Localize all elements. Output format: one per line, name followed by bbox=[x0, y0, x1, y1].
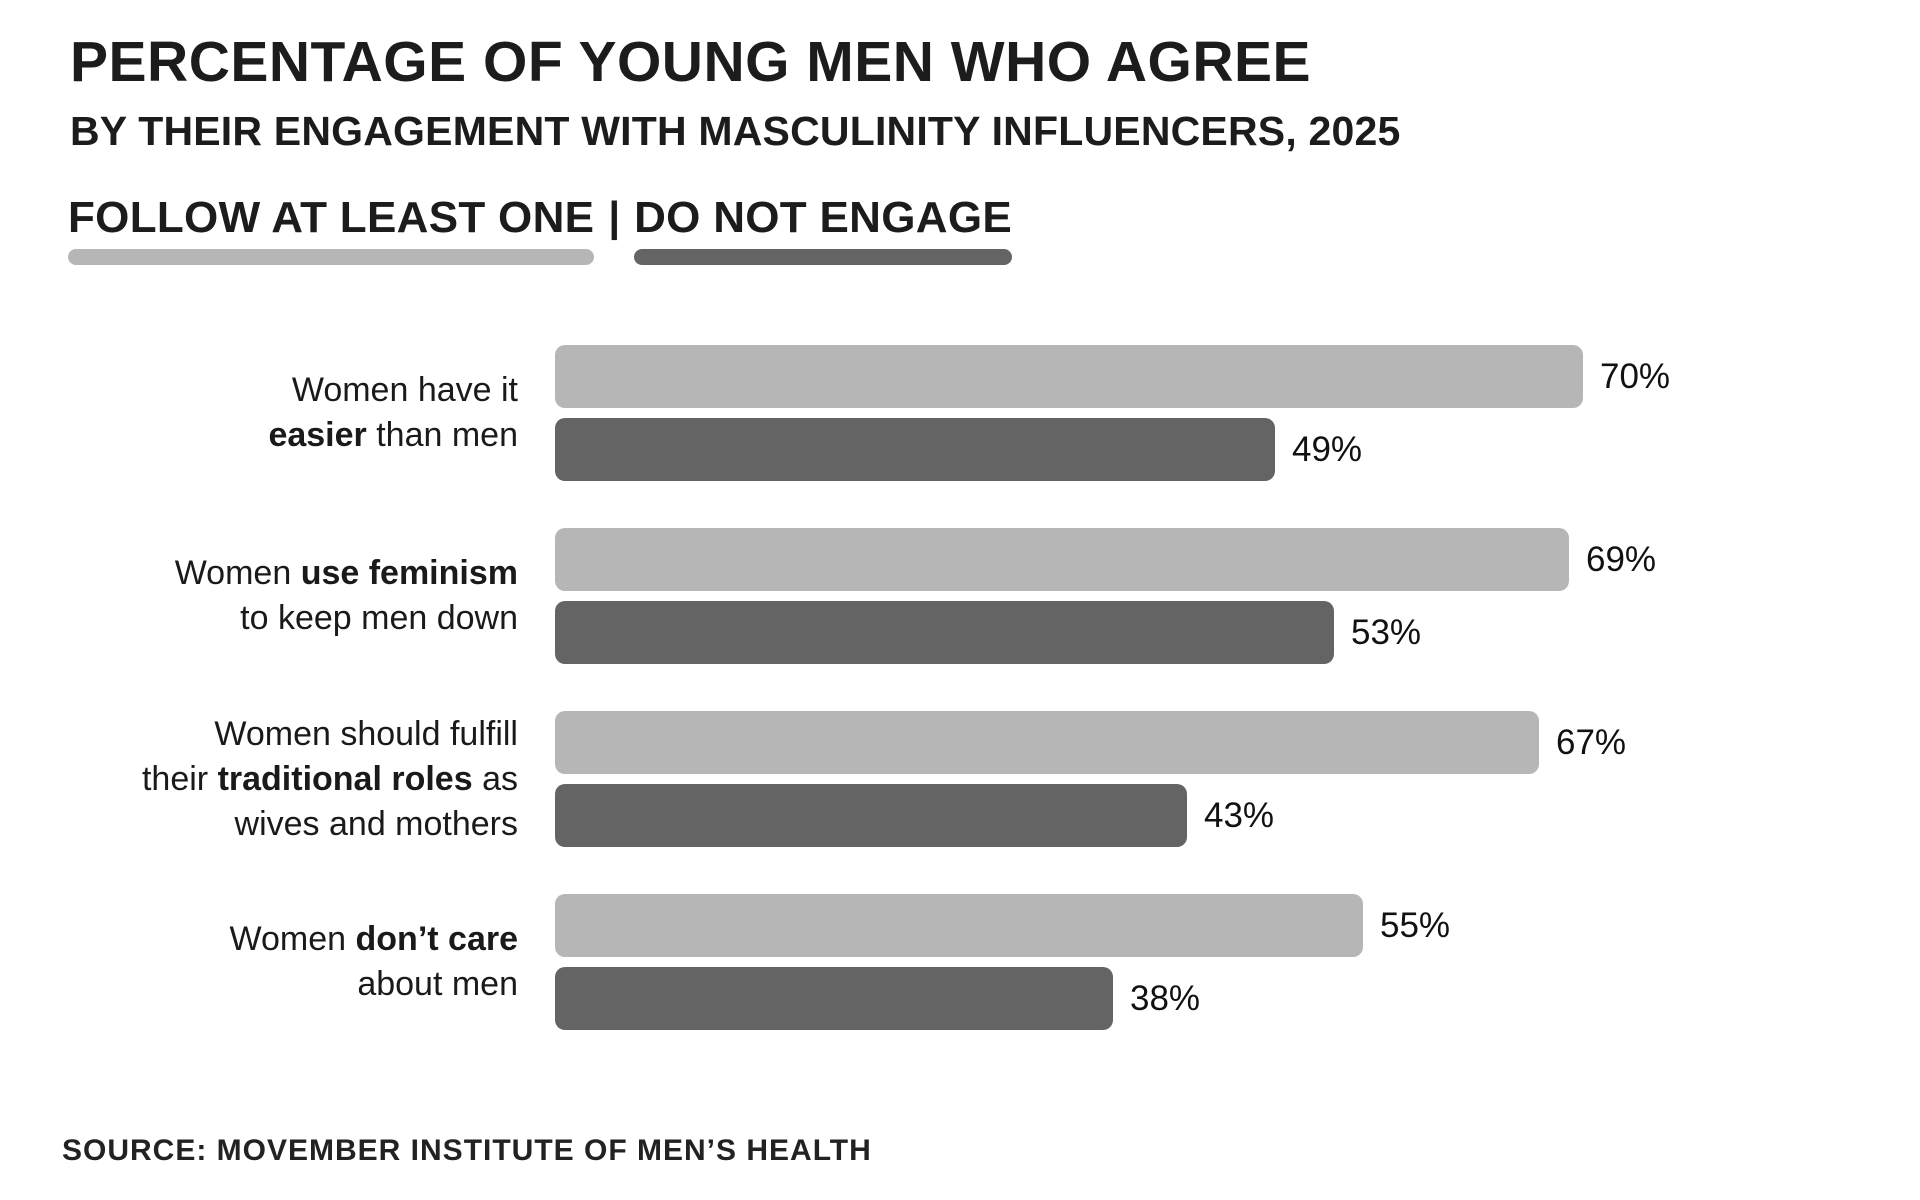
bar-row-not-engage: 38% bbox=[555, 967, 1920, 1030]
category-label-line: about men bbox=[357, 965, 518, 1003]
category-label: Women should fulfill their traditional ro… bbox=[0, 712, 518, 847]
category-label-line: Women have it bbox=[291, 371, 518, 409]
bar-follow bbox=[555, 528, 1569, 591]
legend-item-follow: FOLLOW AT LEAST ONE bbox=[68, 193, 595, 265]
page-title: PERCENTAGE OF YOUNG MEN WHO AGREE bbox=[70, 30, 1312, 94]
value-label-not-engage: 53% bbox=[1351, 612, 1422, 652]
category-label-line: Women don’t care bbox=[229, 920, 518, 958]
bar-not-engage bbox=[555, 967, 1113, 1030]
source-credit: SOURCE: MOVEMBER INSTITUTE OF MEN’S HEAL… bbox=[62, 1134, 872, 1167]
legend-swatch-not-engage bbox=[634, 249, 1012, 265]
category-label: Women have it easier than men bbox=[0, 368, 518, 458]
page-subtitle: BY THEIR ENGAGEMENT WITH MASCULINITY INF… bbox=[70, 108, 1401, 154]
legend-label-not-engage: DO NOT ENGAGE bbox=[634, 193, 1012, 242]
bar-not-engage bbox=[555, 784, 1187, 847]
chart-legend: FOLLOW AT LEAST ONE | DO NOT ENGAGE bbox=[68, 196, 1920, 265]
chart-rows: Women have it easier than men 70% 49% Wom… bbox=[0, 345, 1920, 1030]
bar-pair: 67% 43% bbox=[555, 711, 1920, 847]
bar-row-not-engage: 43% bbox=[555, 784, 1920, 847]
chart-row: Women don’t care about men 55% 38% bbox=[0, 894, 1920, 1030]
category-label: Women don’t care about men bbox=[0, 917, 518, 1007]
value-label-follow: 69% bbox=[1586, 539, 1657, 579]
bar-follow bbox=[555, 711, 1539, 774]
bar-row-follow: 55% bbox=[555, 894, 1920, 957]
bar-row-follow: 70% bbox=[555, 345, 1920, 408]
value-label-follow: 55% bbox=[1380, 905, 1451, 945]
bar-row-follow: 69% bbox=[555, 528, 1920, 591]
value-label-follow: 67% bbox=[1556, 722, 1627, 762]
bar-pair: 70% 49% bbox=[555, 345, 1920, 481]
category-label-line: wives and mothers bbox=[234, 804, 518, 843]
value-label-not-engage: 38% bbox=[1130, 978, 1201, 1018]
bar-row-not-engage: 53% bbox=[555, 601, 1920, 664]
chart-row: Women should fulfill their traditional ro… bbox=[0, 711, 1920, 847]
bar-pair: 69% 53% bbox=[555, 528, 1920, 664]
legend-divider: | bbox=[608, 193, 621, 240]
bar-pair: 55% 38% bbox=[555, 894, 1920, 1030]
category-label-line: Women should fulfill bbox=[214, 714, 518, 753]
category-label-line: their traditional roles as bbox=[141, 759, 518, 798]
bar-follow bbox=[555, 345, 1583, 408]
legend-label-follow: FOLLOW AT LEAST ONE bbox=[68, 193, 595, 242]
value-label-not-engage: 49% bbox=[1292, 429, 1363, 469]
category-label-line: to keep men down bbox=[240, 599, 518, 637]
chart-row: Women have it easier than men 70% 49% bbox=[0, 345, 1920, 481]
legend-swatch-follow bbox=[68, 249, 595, 265]
category-label-line: easier than men bbox=[268, 416, 518, 454]
category-label-line: Women use feminism bbox=[174, 554, 518, 592]
bar-not-engage bbox=[555, 601, 1334, 664]
bar-row-not-engage: 49% bbox=[555, 418, 1920, 481]
bar-follow bbox=[555, 894, 1363, 957]
bar-row-follow: 67% bbox=[555, 711, 1920, 774]
value-label-not-engage: 43% bbox=[1204, 795, 1275, 835]
value-label-follow: 70% bbox=[1600, 356, 1671, 396]
category-label: Women use feminism to keep men down bbox=[0, 551, 518, 641]
chart-row: Women use feminism to keep men down 69% 5… bbox=[0, 528, 1920, 664]
bar-not-engage bbox=[555, 418, 1275, 481]
legend-item-not-engage: DO NOT ENGAGE bbox=[634, 196, 1012, 265]
